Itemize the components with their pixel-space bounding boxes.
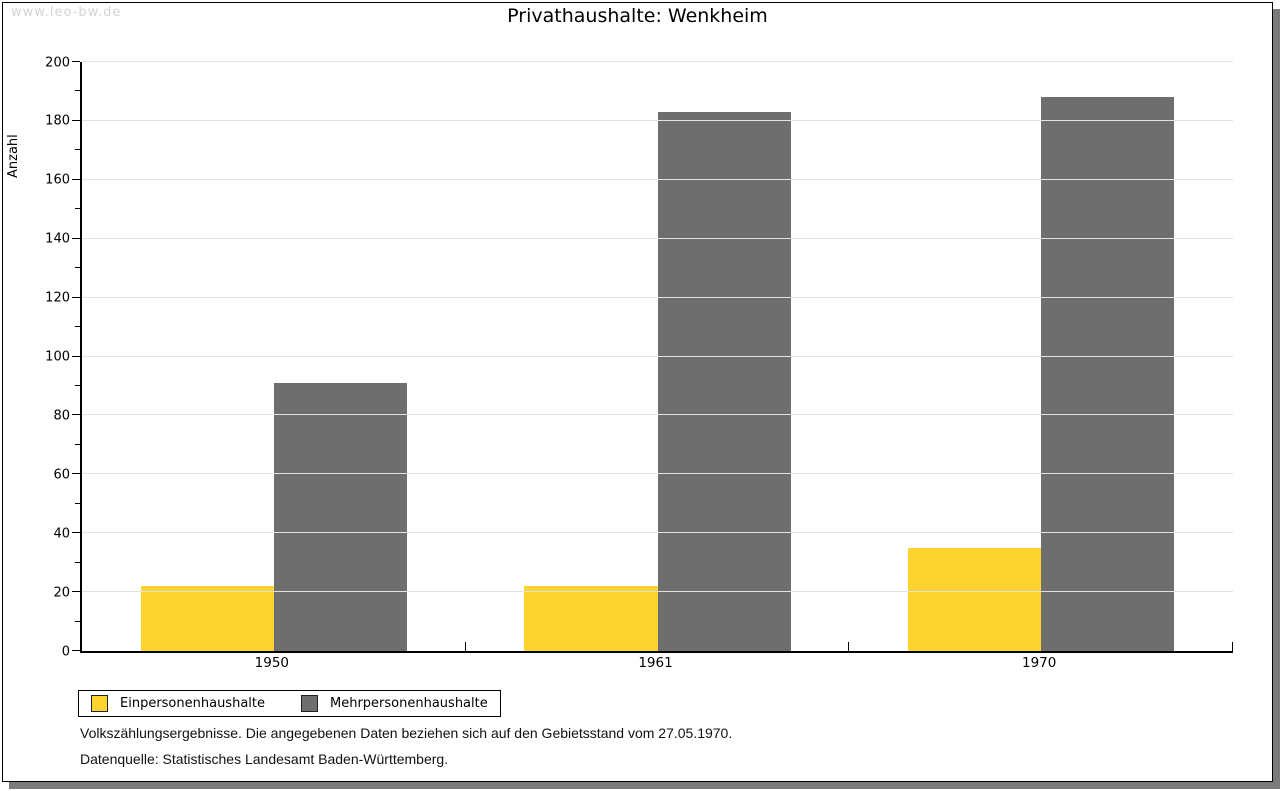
y-tick-label: 200 xyxy=(45,55,70,70)
watermark: www.leo-bw.de xyxy=(11,5,122,20)
gridline xyxy=(82,119,1233,121)
y-major-tick xyxy=(72,650,80,651)
y-major-tick xyxy=(72,119,80,121)
y-minor-tick xyxy=(75,502,80,504)
x-boundary-tick xyxy=(1232,642,1233,651)
legend-label: Einpersonenhaushalte xyxy=(120,696,265,711)
y-minor-tick xyxy=(75,149,80,151)
x-tick-label: 1950 xyxy=(254,655,290,671)
y-tick-label: 100 xyxy=(45,349,70,365)
bar-group-1950 xyxy=(82,62,466,651)
bar-einpersonenhaushalte-1961 xyxy=(524,586,658,651)
y-axis-label: Anzahl xyxy=(6,134,21,178)
y-major-tick xyxy=(72,296,80,298)
footer-source: Datenquelle: Statistisches Landesamt Bad… xyxy=(80,751,449,767)
gridline xyxy=(82,178,1233,180)
chart-title: Privathaushalte: Wenkheim xyxy=(507,5,768,27)
bar-group-1961 xyxy=(466,62,850,651)
bar-einpersonenhaushalte-1970 xyxy=(908,547,1042,651)
y-major-tick xyxy=(72,355,80,357)
x-boundary-tick xyxy=(848,642,850,651)
x-axis-labels: 1950 1961 1970 xyxy=(80,655,1231,671)
chart-frame: www.leo-bw.de Privathaushalte: Wenkheim … xyxy=(2,2,1273,782)
y-minor-tick xyxy=(75,90,80,92)
y-tick-label: 160 xyxy=(45,172,70,188)
y-tick-label: 20 xyxy=(53,585,70,601)
legend-item: Mehrpersonenhaushalte xyxy=(301,695,488,712)
bar-mehrpersonenhaushalte-1950 xyxy=(273,383,407,651)
gridline xyxy=(82,237,1233,239)
x-boundary-tick xyxy=(464,642,466,651)
y-minor-tick xyxy=(75,443,80,445)
bar-groups xyxy=(82,62,1233,651)
y-major-tick xyxy=(72,591,80,593)
y-minor-tick xyxy=(75,267,80,269)
y-major-tick xyxy=(72,178,80,180)
y-major-tick xyxy=(72,532,80,534)
y-tick-label: 0 xyxy=(61,644,70,659)
gridline xyxy=(82,355,1233,357)
y-minor-tick xyxy=(75,620,80,622)
y-tick-label: 40 xyxy=(53,526,70,542)
gridline xyxy=(82,61,1233,62)
y-tick-label: 180 xyxy=(45,113,70,129)
plot-area: 0 20 40 60 80 100 120 140 160 180 200 xyxy=(45,55,1233,659)
y-major-tick xyxy=(72,237,80,239)
footer-note: Volkszählungsergebnisse. Die angegebenen… xyxy=(80,725,733,741)
gridline xyxy=(82,591,1233,593)
legend-swatch-icon xyxy=(91,695,108,712)
y-minor-tick xyxy=(75,326,80,328)
gridline xyxy=(82,532,1233,534)
gridline xyxy=(82,473,1233,475)
y-tick-label: 80 xyxy=(53,408,70,424)
legend: Einpersonenhaushalte Mehrpersonenhaushalt… xyxy=(78,690,501,717)
legend-item: Einpersonenhaushalte xyxy=(91,695,265,712)
x-tick-label: 1970 xyxy=(1022,655,1057,671)
y-minor-tick xyxy=(75,561,80,563)
y-tick-label: 120 xyxy=(45,290,70,306)
bar-group-1970 xyxy=(849,62,1233,651)
legend-label: Mehrpersonenhaushalte xyxy=(330,696,488,711)
x-tick-label: 1961 xyxy=(638,655,673,671)
y-major-tick xyxy=(72,414,80,416)
y-tick-label: 60 xyxy=(53,467,70,483)
y-major-tick xyxy=(72,61,80,62)
bar-mehrpersonenhaushalte-1970 xyxy=(1041,97,1175,651)
bar-mehrpersonenhaushalte-1961 xyxy=(657,112,791,651)
gridline xyxy=(82,296,1233,298)
y-minor-tick xyxy=(75,384,80,386)
legend-swatch-icon xyxy=(301,695,318,712)
y-tick-label: 140 xyxy=(45,231,70,247)
gridline xyxy=(82,414,1233,416)
y-major-tick xyxy=(72,473,80,475)
y-minor-tick xyxy=(75,208,80,210)
bar-einpersonenhaushalte-1950 xyxy=(140,586,274,651)
